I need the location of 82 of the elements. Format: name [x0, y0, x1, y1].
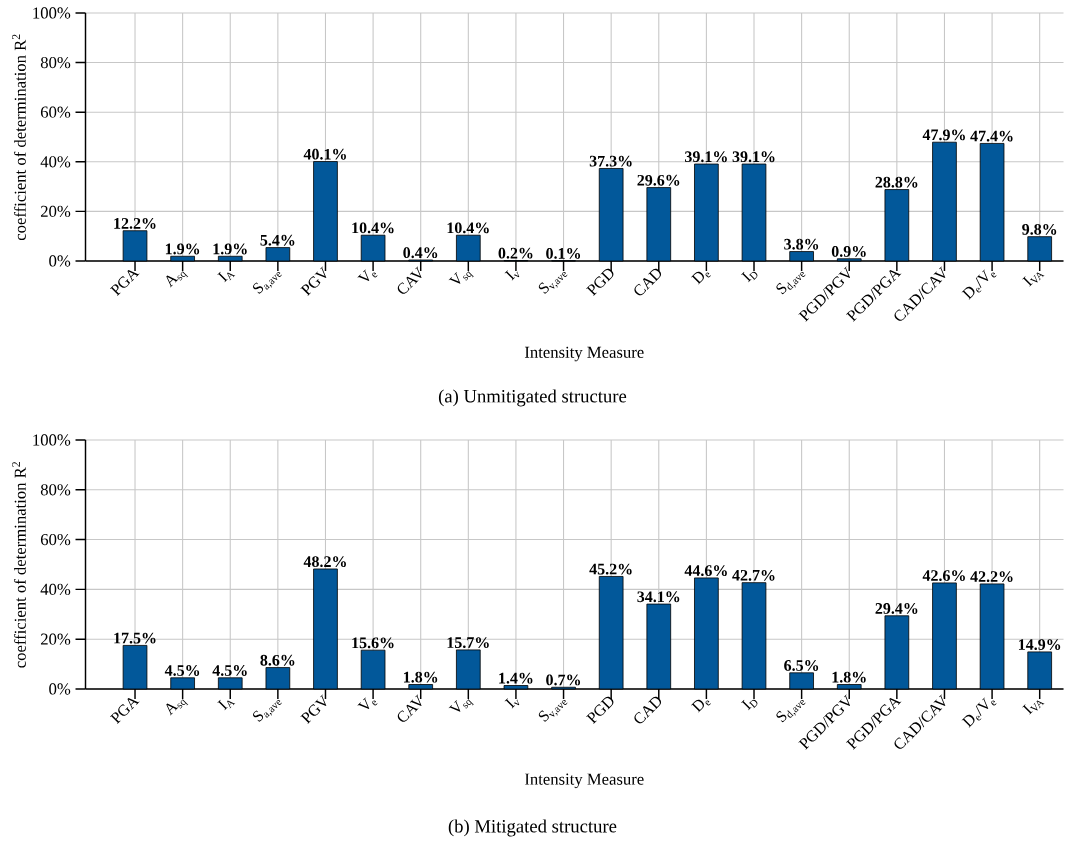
x-tick-label: D$_{e}$/V$_{e}$	[961, 269, 997, 300]
data-label: 28.8%	[875, 176, 918, 188]
y-tick-label: 0%	[49, 255, 71, 267]
y-tick-label: 80%	[40, 484, 71, 496]
x-tick-label: I$_{VA}$	[1022, 272, 1045, 287]
x-tick-label: PGA	[109, 269, 140, 296]
data-label: 3.8%	[784, 238, 819, 250]
x-tick-label: I$_{A}$	[217, 271, 236, 283]
data-label: 0.2%	[498, 247, 533, 259]
x-axis-title: Intensity Measure	[524, 346, 644, 362]
y-axis-title: coefficient of determination R$^{2}$	[12, 34, 26, 241]
data-label: 47.4%	[970, 130, 1013, 142]
y-tick-label: 40%	[40, 156, 71, 168]
data-label: 39.1%	[732, 151, 775, 163]
data-label: 0.9%	[831, 246, 866, 257]
data-label: 9.8%	[1022, 223, 1057, 235]
y-tick-label: 0%	[49, 683, 71, 695]
x-tick-label: PGA	[109, 697, 140, 724]
x-tick-label: S$_{a,ave}$	[253, 271, 282, 294]
y-tick-label: 100%	[33, 7, 71, 19]
text: (b) Mitigated structure	[448, 819, 617, 837]
data-label: 0.1%	[546, 248, 581, 259]
data-label: 4.5%	[164, 665, 200, 676]
x-tick-label: V$_{sq}$	[448, 271, 474, 284]
y-tick-label: 60%	[40, 106, 71, 118]
data-label: 1.9%	[165, 243, 200, 255]
data-label: 15.6%	[352, 637, 394, 649]
data-label: 42.2%	[970, 571, 1013, 583]
data-label: 45.2%	[589, 563, 632, 575]
data-label: 1.8%	[832, 671, 866, 683]
data-label: 0.4%	[403, 247, 438, 259]
x-tick-label: I$_{v}$	[504, 698, 520, 709]
x-tick-label: D$_{e}$	[691, 699, 711, 713]
x-tick-label: A$_{sq}$	[166, 699, 189, 716]
x-tick-label: S$_{a,ave}$	[253, 699, 282, 722]
data-label: 44.6%	[684, 565, 727, 577]
x-tick-label: S$_{v,ave}$	[538, 699, 568, 722]
x-tick-label: V$_{e}$	[357, 697, 378, 710]
data-label: 37.3%	[589, 155, 632, 167]
x-axis-title: Intensity Measure	[524, 773, 644, 789]
data-label: 34.1%	[637, 591, 680, 603]
x-tick-label: I$_{D}$	[741, 271, 758, 283]
y-tick-label: 80%	[40, 56, 71, 69]
x-tick-label: V$_{sq}$	[448, 699, 474, 712]
data-label: 29.4%	[875, 603, 918, 614]
text: (a) Unmitigated structure	[438, 389, 627, 407]
data-label: 15.7%	[447, 637, 489, 649]
data-label: 47.9%	[922, 129, 965, 141]
y-tick-label: 20%	[40, 633, 71, 645]
y-tick-label: 60%	[40, 533, 71, 546]
data-label: 6.5%	[784, 660, 819, 671]
x-tick-label: S$_{v,ave}$	[538, 271, 568, 294]
data-label: 10.4%	[352, 222, 394, 234]
data-label: 42.7%	[732, 569, 775, 581]
x-tick-label: I$_{D}$	[741, 699, 758, 711]
x-tick-label: I$_{A}$	[217, 699, 236, 711]
data-label: 14.9%	[1018, 639, 1061, 651]
data-label: 40.1%	[303, 148, 346, 160]
x-tick-label: A$_{sq}$	[166, 271, 189, 288]
x-tick-label: V$_{e}$	[357, 269, 378, 282]
y-tick-label: 40%	[40, 583, 71, 596]
x-tick-label: I$_{v}$	[504, 270, 520, 281]
data-label: 10.4%	[447, 222, 489, 234]
x-tick-label: D$_{e}$	[691, 271, 711, 285]
x-tick-label: D$_{e}$/V$_{e}$	[961, 697, 997, 728]
y-axis-title: coefficient of determination R$^{2}$	[12, 462, 26, 668]
data-label: 29.6%	[637, 174, 680, 186]
data-label: 1.9%	[213, 243, 247, 255]
data-label: 1.8%	[403, 671, 438, 683]
data-label: 1.4%	[499, 672, 533, 684]
data-label: 39.1%	[685, 151, 727, 163]
data-label: 12.2%	[114, 217, 156, 229]
data-label: 42.6%	[922, 570, 965, 582]
data-label: 17.5%	[114, 632, 156, 644]
data-label: 5.4%	[260, 234, 295, 246]
x-tick-label: I$_{VA}$	[1022, 700, 1045, 715]
y-tick-label: 20%	[40, 205, 71, 218]
data-label: 48.2%	[303, 556, 346, 568]
data-label: 0.7%	[546, 674, 581, 686]
y-tick-label: 100%	[33, 434, 71, 446]
data-label: 8.6%	[260, 654, 295, 666]
data-label: 4.5%	[212, 665, 247, 676]
